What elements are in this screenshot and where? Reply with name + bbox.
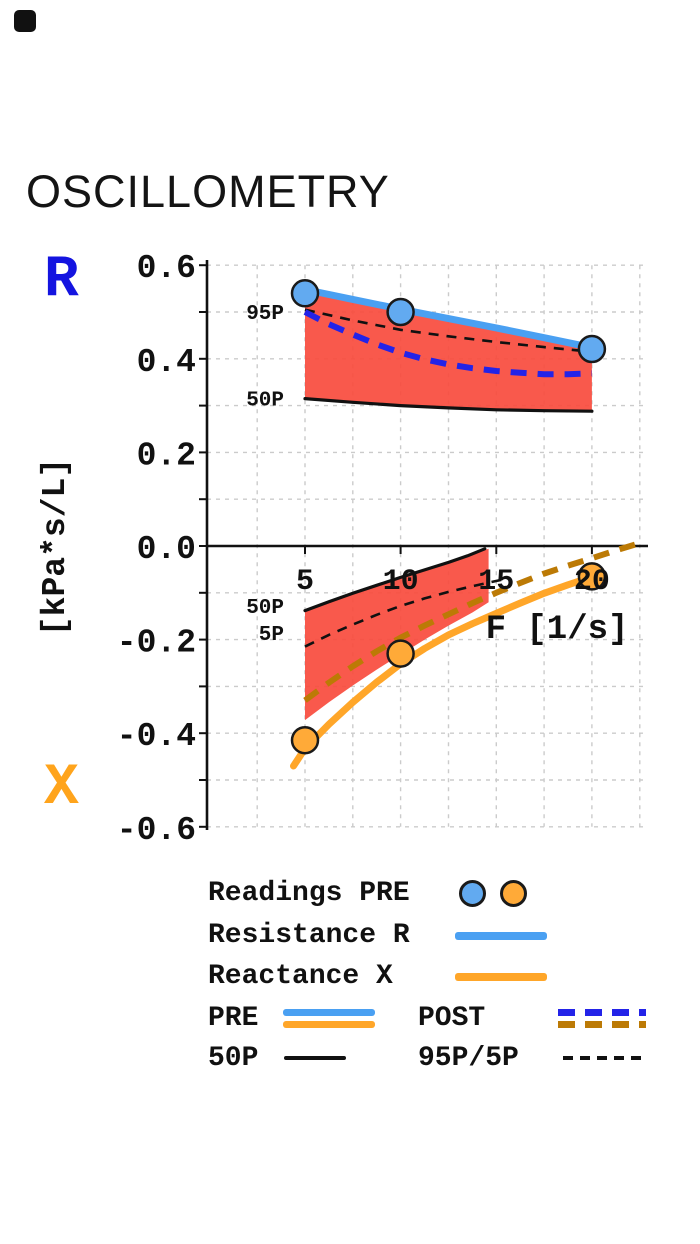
legend-resistance-label: Resistance R xyxy=(208,920,410,951)
y-tick-label: 0.6 xyxy=(137,250,196,287)
y-tick-label: -0.6 xyxy=(117,812,196,848)
legend-50p-label: 50P xyxy=(208,1043,259,1074)
legend-readings-pre-label: Readings PRE xyxy=(208,878,410,909)
legend-pre-label: PRE xyxy=(208,1003,259,1034)
legend-post-x-line-swatch xyxy=(558,1021,646,1028)
x-tick-label: 15 xyxy=(478,565,514,599)
r-abnormal-band xyxy=(305,289,592,412)
r-pre-line xyxy=(301,286,596,352)
legend-resistance-line-swatch xyxy=(455,932,547,940)
x-5p-line xyxy=(304,578,503,648)
legend-x-reading-marker-icon xyxy=(500,880,527,907)
y-tick-label: 0.2 xyxy=(137,437,196,474)
reading-marker-r-pre xyxy=(386,297,415,327)
x-tick-label: 20 xyxy=(574,565,610,599)
x-abnormal-band xyxy=(305,548,489,721)
reading-marker-x-pre xyxy=(386,639,415,668)
legend-reactance-line-swatch xyxy=(455,973,547,981)
legend-post-label: POST xyxy=(418,1003,486,1034)
percentile-curve-label: 50P xyxy=(246,597,284,620)
legend-95p-5p-label: 95P/5P xyxy=(418,1043,519,1074)
legend-pre-r-line-swatch xyxy=(283,1009,375,1016)
y-tick-label: 0.4 xyxy=(137,344,196,381)
reading-marker-x-pre xyxy=(577,562,607,591)
x-50p-line xyxy=(303,547,487,613)
corner-mark xyxy=(14,10,36,32)
reactance-axis-label: X xyxy=(44,756,79,821)
x-axis-title: F [1/s] xyxy=(486,611,629,649)
y-tick-label: -0.4 xyxy=(117,718,196,755)
legend-50p-line-swatch xyxy=(284,1056,346,1060)
percentile-curve-label: 5P xyxy=(259,624,284,647)
resistance-axis-label: R xyxy=(44,248,79,313)
x-tick-label: 5 xyxy=(296,565,314,599)
legend-r-reading-marker-icon xyxy=(459,880,486,907)
page-title: OSCILLOMETRY xyxy=(26,166,390,217)
y-tick-label: -0.2 xyxy=(117,625,196,662)
x-tick-label: 10 xyxy=(383,565,419,599)
legend-reactance-label: Reactance X xyxy=(208,961,393,992)
percentile-curve-label: 95P xyxy=(246,303,284,326)
y-axis-unit-label: [kPa*s/L] xyxy=(37,457,74,637)
legend-post-r-line-swatch xyxy=(558,1009,646,1016)
y-tick-label: 0.0 xyxy=(137,531,196,568)
percentile-curve-label: 50P xyxy=(246,390,284,413)
r-50p-line xyxy=(303,397,594,413)
reading-marker-r-pre xyxy=(290,279,320,308)
r-95p-line xyxy=(304,308,593,354)
reading-marker-x-pre xyxy=(290,725,320,755)
oscillometry-plot: 0.6 0.4 0.2 0.0 -0.2 -0.4 -0.6 5 10 15 20 95P 50P 50P… xyxy=(117,250,648,848)
reading-marker-r-pre xyxy=(577,334,607,364)
r-post-line xyxy=(303,309,593,378)
x-post-line xyxy=(303,540,639,703)
x-pre-line xyxy=(290,573,596,770)
legend-95p-5p-line-swatch xyxy=(563,1056,641,1060)
legend-pre-x-line-swatch xyxy=(283,1021,375,1028)
